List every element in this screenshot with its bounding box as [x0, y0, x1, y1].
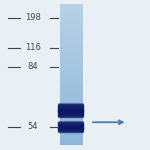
Text: 84: 84: [28, 62, 38, 71]
Text: 198: 198: [25, 14, 41, 22]
Text: 54: 54: [28, 122, 38, 131]
Text: 116: 116: [25, 44, 41, 52]
